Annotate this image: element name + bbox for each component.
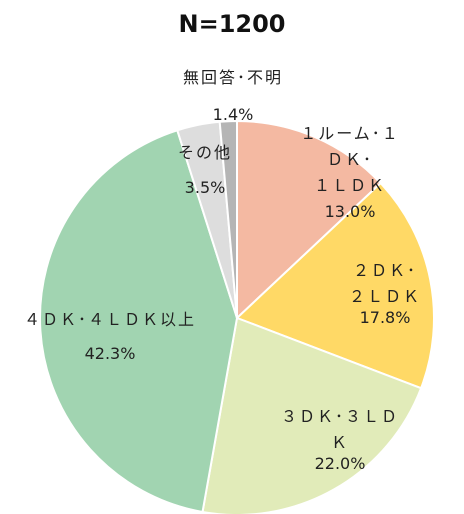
value-label: 42.3% xyxy=(84,344,136,363)
value-label: 22.0% xyxy=(314,454,366,473)
value-label: 17.8% xyxy=(359,308,411,327)
slice-label: その他 xyxy=(177,143,233,162)
pie-slice xyxy=(218,119,238,319)
value-label: 1.4% xyxy=(212,105,254,124)
slice-label: 無回答･不明 xyxy=(182,68,284,87)
pie-slice xyxy=(235,181,435,390)
slice-label: ４ＤＫ･４ＬＤＫ以上 xyxy=(23,310,197,329)
pie-slice xyxy=(201,316,423,514)
slice-label: ３ＤＫ･３ＬＤＫ xyxy=(280,407,399,452)
chart-title: N=1200 xyxy=(178,10,286,38)
pie-slice xyxy=(39,129,239,514)
pie-slice xyxy=(236,119,383,321)
slice-label: １ルーム･１ＤＫ･ １ＬＤＫ xyxy=(300,124,400,195)
value-label: 13.0% xyxy=(324,202,376,221)
value-label: 3.5% xyxy=(184,178,226,197)
slice-label: ２ＤＫ･２ＬＤＫ xyxy=(348,261,421,306)
